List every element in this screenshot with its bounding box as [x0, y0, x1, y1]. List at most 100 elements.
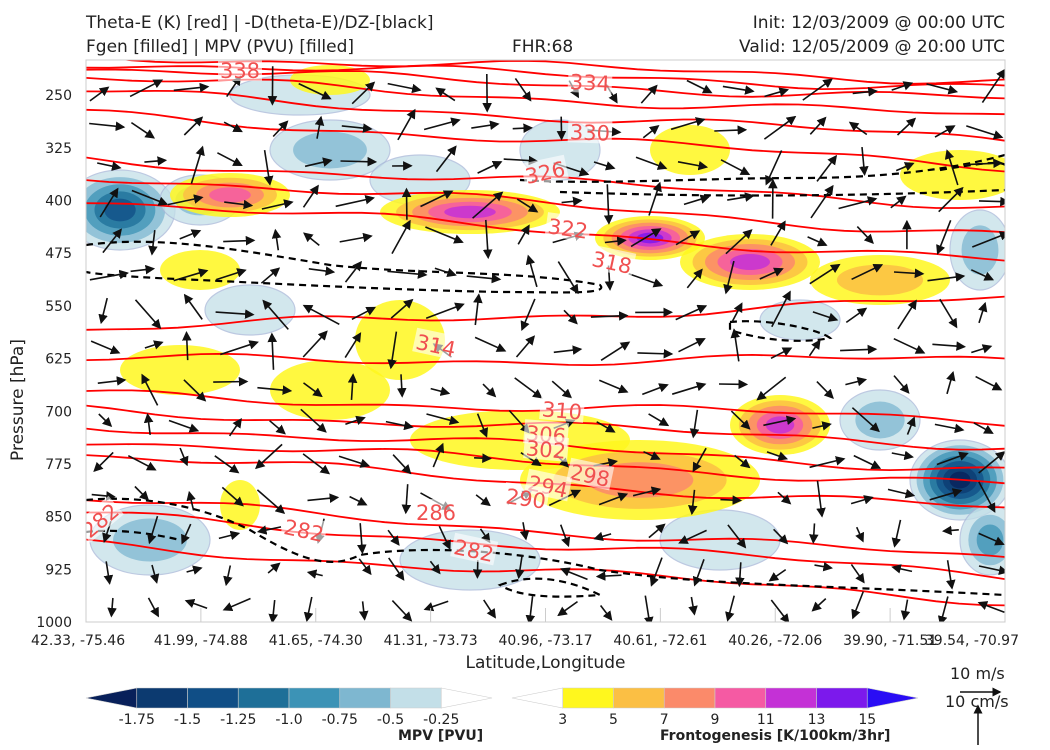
- wind-vector: [257, 385, 293, 395]
- wind-vector: [890, 195, 907, 209]
- wind-vector: [560, 567, 588, 581]
- wind-vector: [723, 260, 735, 295]
- theta-e-label-text: 310: [541, 397, 583, 424]
- wind-vector: [596, 421, 616, 433]
- wind-vector: [149, 564, 160, 584]
- wind-vector: [391, 219, 411, 254]
- wind-vector: [387, 82, 422, 94]
- wind-vector: [850, 563, 865, 584]
- wind-vector: [840, 344, 878, 355]
- wind-vector: [850, 495, 874, 505]
- wind-vector: [683, 194, 711, 206]
- colorbar-swatch: [288, 687, 341, 709]
- wind-vector: [853, 454, 882, 469]
- wind-vector: [802, 78, 833, 101]
- y-axis-label: Pressure [hPa]: [8, 339, 28, 461]
- wind-vector: [302, 453, 331, 475]
- y-tick-label: 325: [45, 141, 72, 157]
- wind-vector: [686, 79, 713, 94]
- wind-vector: [810, 184, 834, 219]
- wind-vector: [809, 116, 827, 135]
- theta-e-line: [86, 179, 1005, 234]
- x-tick-label: 40.26, -72.06: [728, 633, 822, 649]
- wind-vector: [648, 413, 670, 427]
- wind-vector: [184, 598, 208, 609]
- wind-vector: [642, 125, 660, 139]
- wind-vector: [648, 181, 662, 216]
- wind-vector: [396, 374, 407, 398]
- wind-vector: [927, 272, 966, 282]
- wind-vector: [553, 345, 583, 355]
- x-tick-label: 40.61, -72.61: [613, 633, 707, 649]
- colorbar-tick-label: -1.75: [119, 712, 155, 728]
- wind-vector: [635, 156, 668, 170]
- wind-vector: [725, 229, 753, 255]
- theta-e-label: 314: [412, 327, 461, 362]
- wind-vector: [946, 370, 956, 395]
- wind-vector: [855, 526, 865, 543]
- wind-vector: [768, 568, 787, 582]
- wind-vector: [387, 269, 428, 279]
- fgen-fill: [160, 250, 240, 290]
- wind-vector: [845, 307, 868, 324]
- theta-e-label-text: 290: [504, 484, 547, 513]
- wind-vector: [344, 260, 362, 283]
- wind-vector: [838, 196, 878, 210]
- wind-vector: [474, 453, 492, 463]
- wind-vector: [186, 490, 196, 511]
- wind-vector: [390, 298, 414, 319]
- wind-vector: [183, 293, 203, 320]
- wind-vector: [190, 145, 205, 184]
- wind-vector: [895, 162, 915, 172]
- wind-vector: [514, 377, 543, 399]
- wind-vector: [148, 230, 158, 256]
- wind-vector: [678, 338, 706, 353]
- wind-vector: [134, 485, 150, 501]
- wind-vector: [893, 268, 925, 279]
- wind-vector: [770, 347, 793, 360]
- theta-e-label: 330: [567, 118, 613, 146]
- colorbar-tick-label: 7: [660, 712, 669, 728]
- wind-vector: [435, 145, 457, 173]
- wind-vector: [307, 493, 340, 503]
- mpv-fill: [855, 401, 905, 439]
- wind-vector: [678, 529, 707, 544]
- wind-vector: [891, 81, 914, 91]
- wind-vector: [852, 87, 878, 97]
- wind-vector: [603, 184, 614, 225]
- y-tick-label: 775: [45, 457, 72, 473]
- mpv-colorbar: -1.75 -1.5 -1.25 -1.0 -0.75 -0.5 -0.25: [85, 687, 493, 728]
- wind-vector: [338, 455, 371, 468]
- wind-vector: [267, 562, 281, 574]
- wind-vector: [516, 198, 539, 213]
- wind-vector: [727, 524, 747, 549]
- forecast-hour: FHR:68: [512, 37, 574, 57]
- theta-e-label: 286: [414, 499, 458, 525]
- theta-e-line: [86, 538, 1005, 607]
- wind-vector: [147, 597, 159, 618]
- wind-vector: [590, 311, 629, 321]
- wind-vector: [426, 413, 460, 425]
- wind-vector: [978, 532, 1005, 546]
- wind-vector: [90, 340, 121, 355]
- wind-vector: [385, 420, 414, 431]
- wind-vector: [731, 302, 743, 323]
- wind-vector: [466, 273, 502, 284]
- wind-vector: [217, 152, 243, 167]
- wind-vector: [893, 337, 926, 354]
- wind-vector: [595, 571, 622, 581]
- colorbar-tick-label: 15: [858, 712, 876, 728]
- x-tick-label: 39.90, -71.51: [843, 633, 937, 649]
- wind-vector: [430, 386, 451, 396]
- wind-vector: [891, 564, 913, 574]
- wind-vector: [807, 236, 828, 247]
- wind-vector: [97, 161, 122, 171]
- wind-vector: [347, 373, 358, 400]
- wind-vector: [692, 559, 705, 587]
- wind-vector: [167, 194, 204, 206]
- theta-e-contour-labels: 338 3343303263223183143103063022982942902…: [86, 60, 637, 567]
- theta-e-label: 334: [567, 67, 613, 96]
- wind-vector: [900, 599, 911, 621]
- wind-vector: [99, 187, 119, 218]
